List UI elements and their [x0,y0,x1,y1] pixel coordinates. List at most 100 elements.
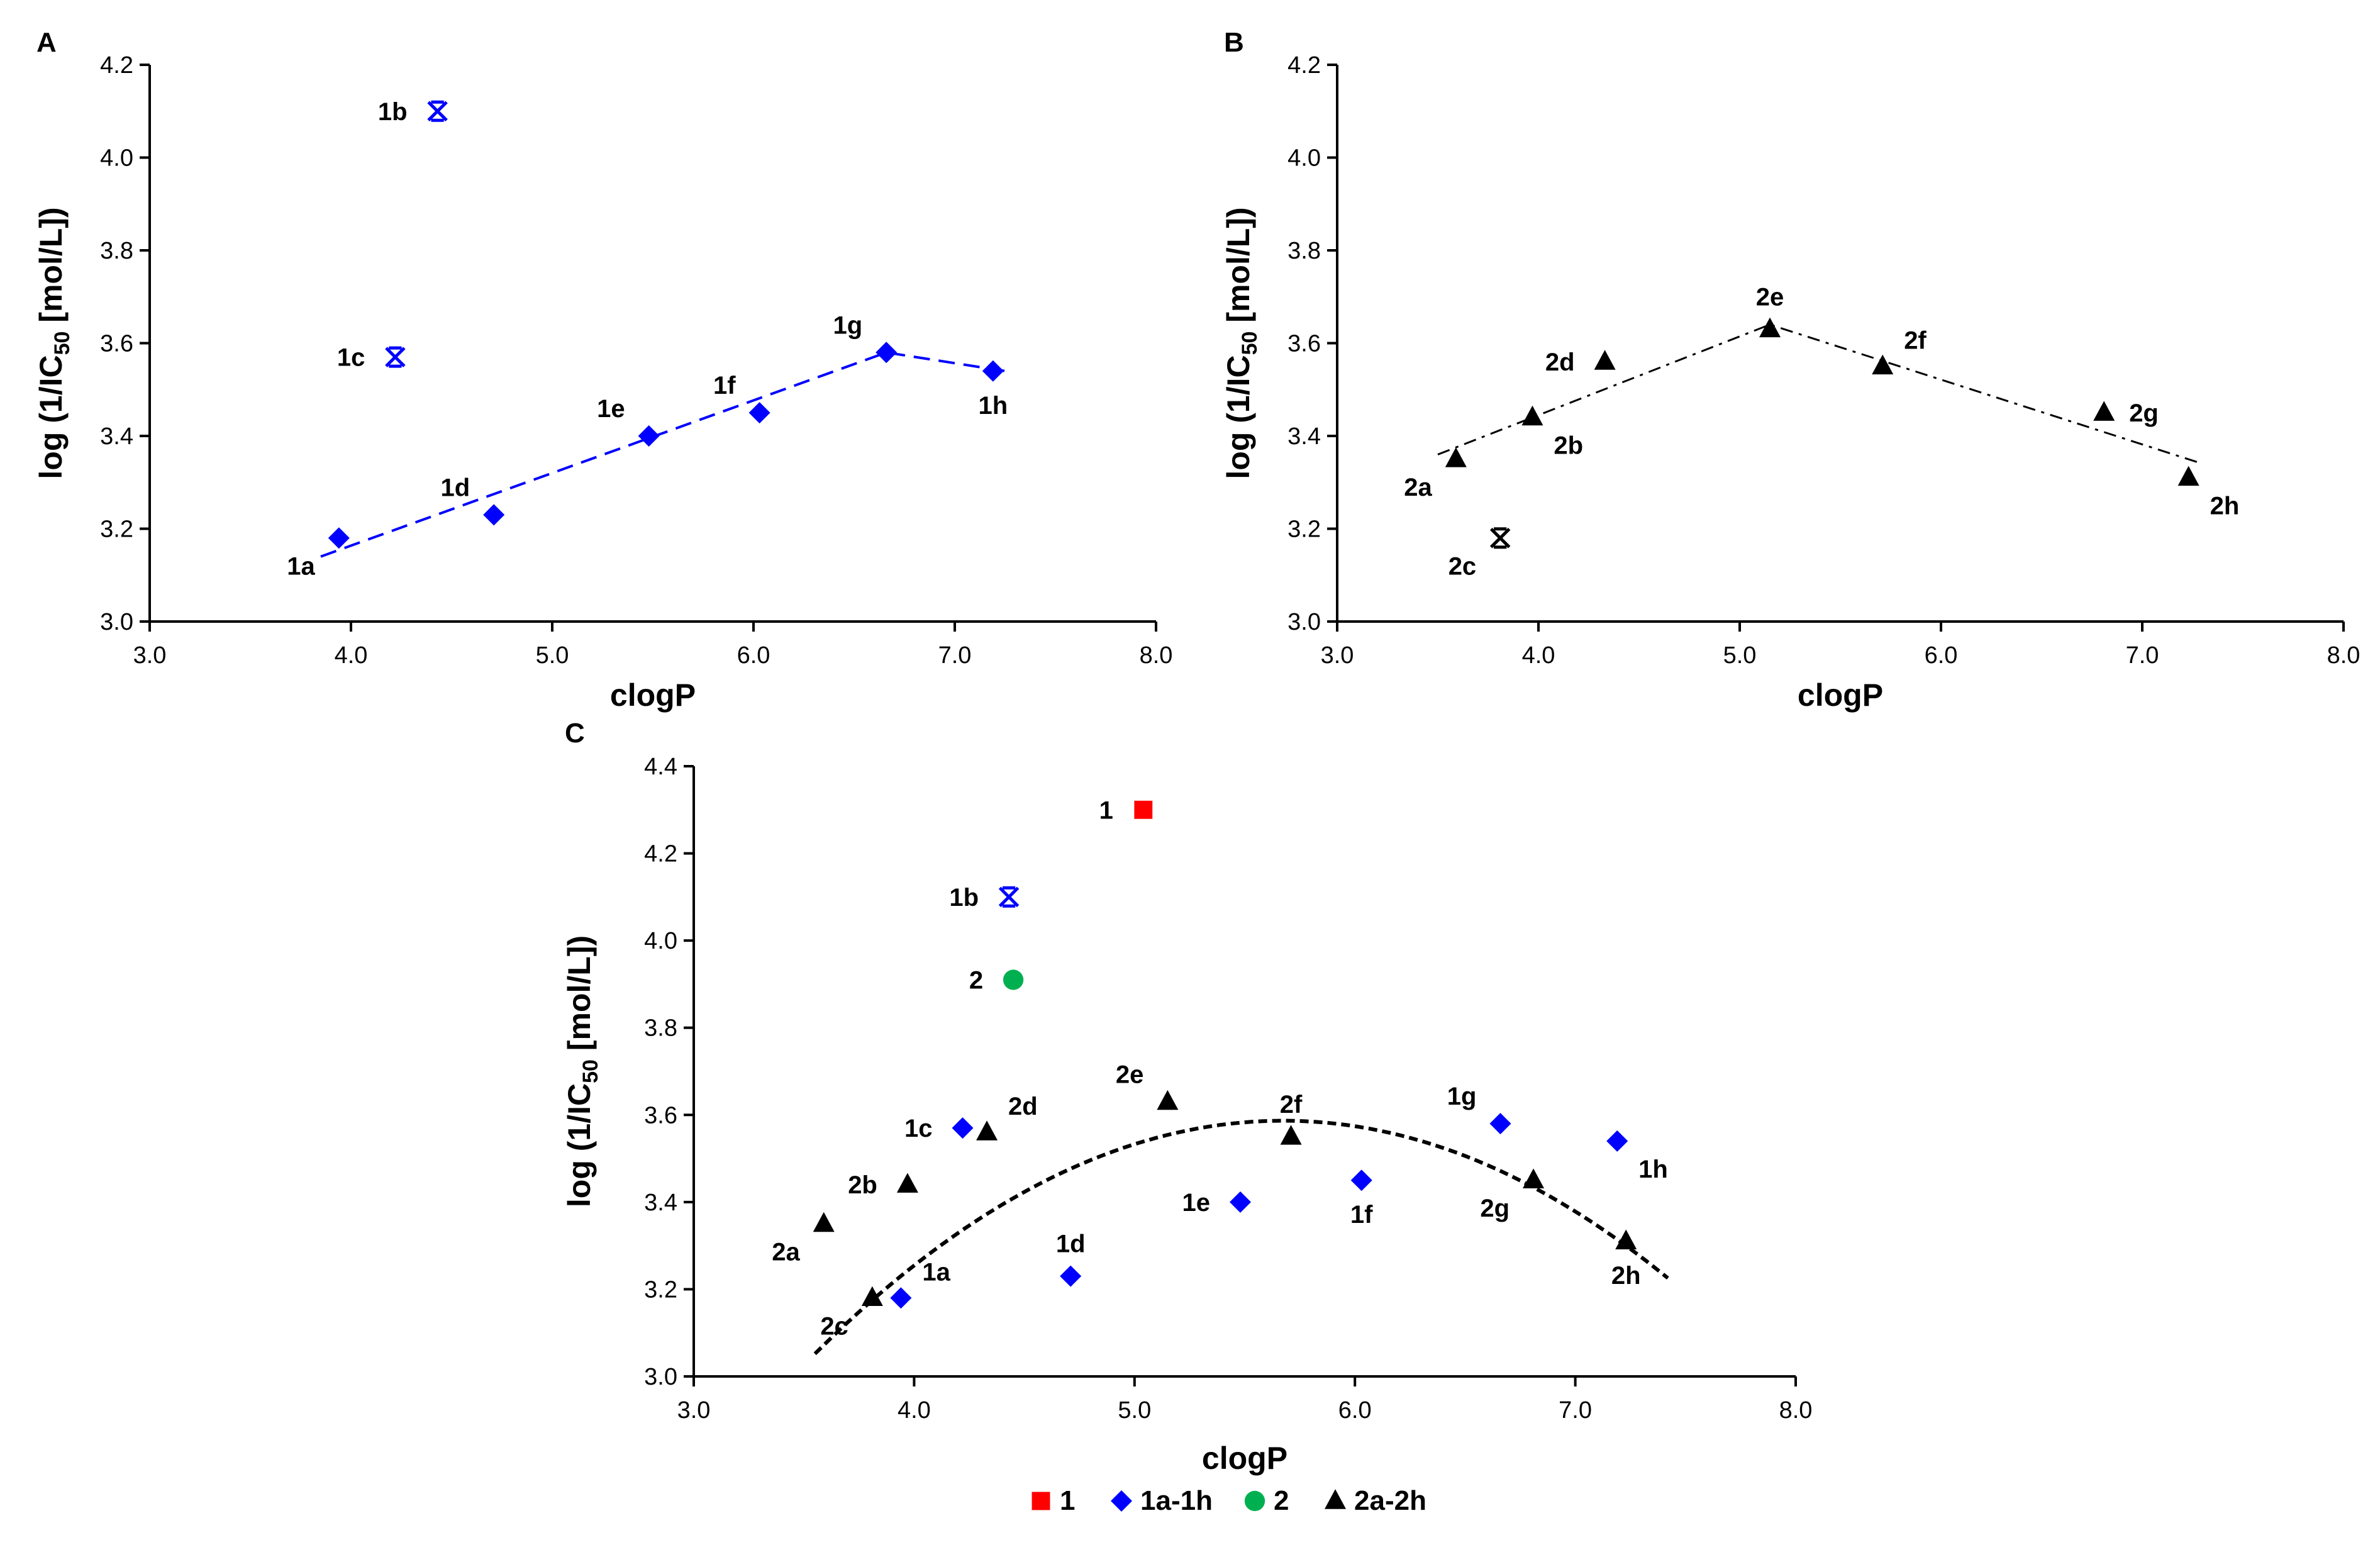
panel-letter: A [36,27,57,58]
x-tick-label: 6.0 [737,642,770,669]
data-label: 1e [1182,1189,1210,1217]
y-tick-label: 3.4 [1287,423,1321,450]
x-tick-label: 4.0 [1522,642,1555,669]
x-tick-label: 7.0 [2126,642,2159,669]
data-label: 1d [441,474,470,501]
x-tick-label: 4.0 [335,642,368,669]
data-point-2d [1594,350,1616,370]
y-tick-label: 3.2 [100,516,133,543]
data-point-1e [638,425,660,447]
data-label: 1h [1638,1156,1668,1183]
data-point-1a [328,527,350,549]
data-point-1c [385,346,406,368]
data-label: 2b [1554,432,1583,460]
x-axis-title: clogP [1798,678,1883,713]
data-label: 2d [1008,1093,1038,1120]
data-label: 2h [2210,492,2240,520]
x-tick-label: 7.0 [1559,1397,1592,1424]
trend-line [813,1119,1669,1356]
data-label: 2b [848,1171,877,1199]
data-point-2h [2177,466,2199,486]
data-point-2f [1872,354,1894,375]
data-point-2c [861,1286,883,1307]
data-label: 1c [337,344,365,372]
data-label: 2h [1611,1262,1641,1290]
data-point-2g [2093,401,2115,421]
y-tick-label: 4.0 [644,928,677,954]
legend: 1 1a-1h 2 2a-2h [1032,1485,1426,1516]
y-tick-label: 3.0 [1287,609,1321,635]
data-label: 1f [713,372,736,399]
y-tick-label: 3.8 [100,238,133,264]
data-label: 1a [287,552,315,580]
data-label: 1d [1056,1230,1086,1258]
x-tick-label: 5.0 [1723,642,1757,669]
data-point-2e [1157,1090,1179,1110]
data-point-2f [1280,1125,1302,1145]
x-tick-label: 5.0 [536,642,569,669]
panel-b: B 3.0 3.2 3.4 3.6 3.8 4.0 4.2 3.0 4.0 5.0 6.0 7.0 8.0… [1221,27,2360,713]
data-label: 2e [1756,283,1784,311]
x-tick-label: 6.0 [1925,642,1958,669]
legend-marker [1244,1490,1265,1512]
x-axis-title: clogP [1202,1441,1287,1476]
data-point-1b [998,886,1020,908]
data-point-2e [1759,317,1781,338]
y-axis-title: log (1/IC50 [mol/L]) [33,207,74,479]
y-tick-label: 4.2 [1287,52,1321,79]
data-point-2b [896,1173,918,1193]
y-tick-label: 4.0 [100,145,133,172]
data-label: 2a [1404,474,1432,501]
data-point-1g [1489,1113,1511,1135]
data-point-2a [1445,447,1467,467]
data-label: 1b [949,884,979,912]
x-tick-label: 6.0 [1338,1397,1372,1424]
legend-entry: 1 [1060,1485,1075,1516]
data-label: 2d [1545,349,1575,376]
data-point-2c [1489,527,1511,549]
y-tick-label: 3.0 [100,609,133,635]
y-tick-label: 4.4 [644,754,677,780]
data-point-1c [952,1117,974,1139]
panel-a: A 3.0 3.2 3.4 3.6 3.8 4.0 4.2 3.0 4.0 5.0 6.0 7.0 8.0… [33,27,1172,713]
x-tick-label: 3.0 [133,642,167,669]
data-label: 1g [1447,1083,1477,1110]
data-point-1g [876,342,898,364]
data-point-2 [1003,969,1024,990]
panel-c: C 3.0 3.2 3.4 3.6 3.8 4.0 4.2 4.4 3.0 4.0 5.0 6.0 7.0… [562,718,1812,1516]
data-point-1 [1134,800,1153,819]
trend-line [1437,323,2203,465]
legend-entry: 1a-1h [1140,1485,1213,1516]
x-tick-label: 8.0 [1779,1397,1813,1424]
data-label: 2f [1904,326,1927,354]
y-tick-label: 3.2 [1287,516,1321,543]
legend-entry: 2a-2h [1354,1485,1426,1516]
x-tick-label: 8.0 [1140,642,1173,669]
y-tick-label: 3.6 [644,1102,677,1129]
y-tick-label: 3.8 [644,1015,677,1042]
data-label: 2e [1116,1061,1144,1089]
y-axis-title: log (1/IC50 [mol/L]) [562,935,603,1207]
data-label: 1 [1099,796,1113,824]
y-tick-label: 3.0 [644,1364,677,1390]
y-tick-label: 3.4 [644,1190,677,1216]
data-label: 1f [1350,1201,1373,1229]
legend-marker [1325,1489,1346,1509]
y-tick-label: 3.2 [644,1276,677,1303]
data-label: 1g [833,311,863,339]
x-tick-label: 5.0 [1118,1397,1151,1424]
data-point-2d [976,1120,998,1141]
x-tick-label: 3.0 [1321,642,1354,669]
data-label: 2a [772,1239,800,1266]
y-tick-label: 3.4 [100,423,133,450]
data-point-1b [427,100,448,122]
legend-marker [1032,1492,1050,1510]
y-axis-title: log (1/IC50 [mol/L]) [1221,207,1262,479]
x-tick-label: 8.0 [2327,642,2361,669]
y-tick-label: 3.6 [1287,331,1321,357]
data-point-2b [1521,405,1543,426]
data-label: 2g [2129,399,2159,427]
panel-letter: B [1224,27,1244,58]
data-label: 2 [969,967,983,995]
